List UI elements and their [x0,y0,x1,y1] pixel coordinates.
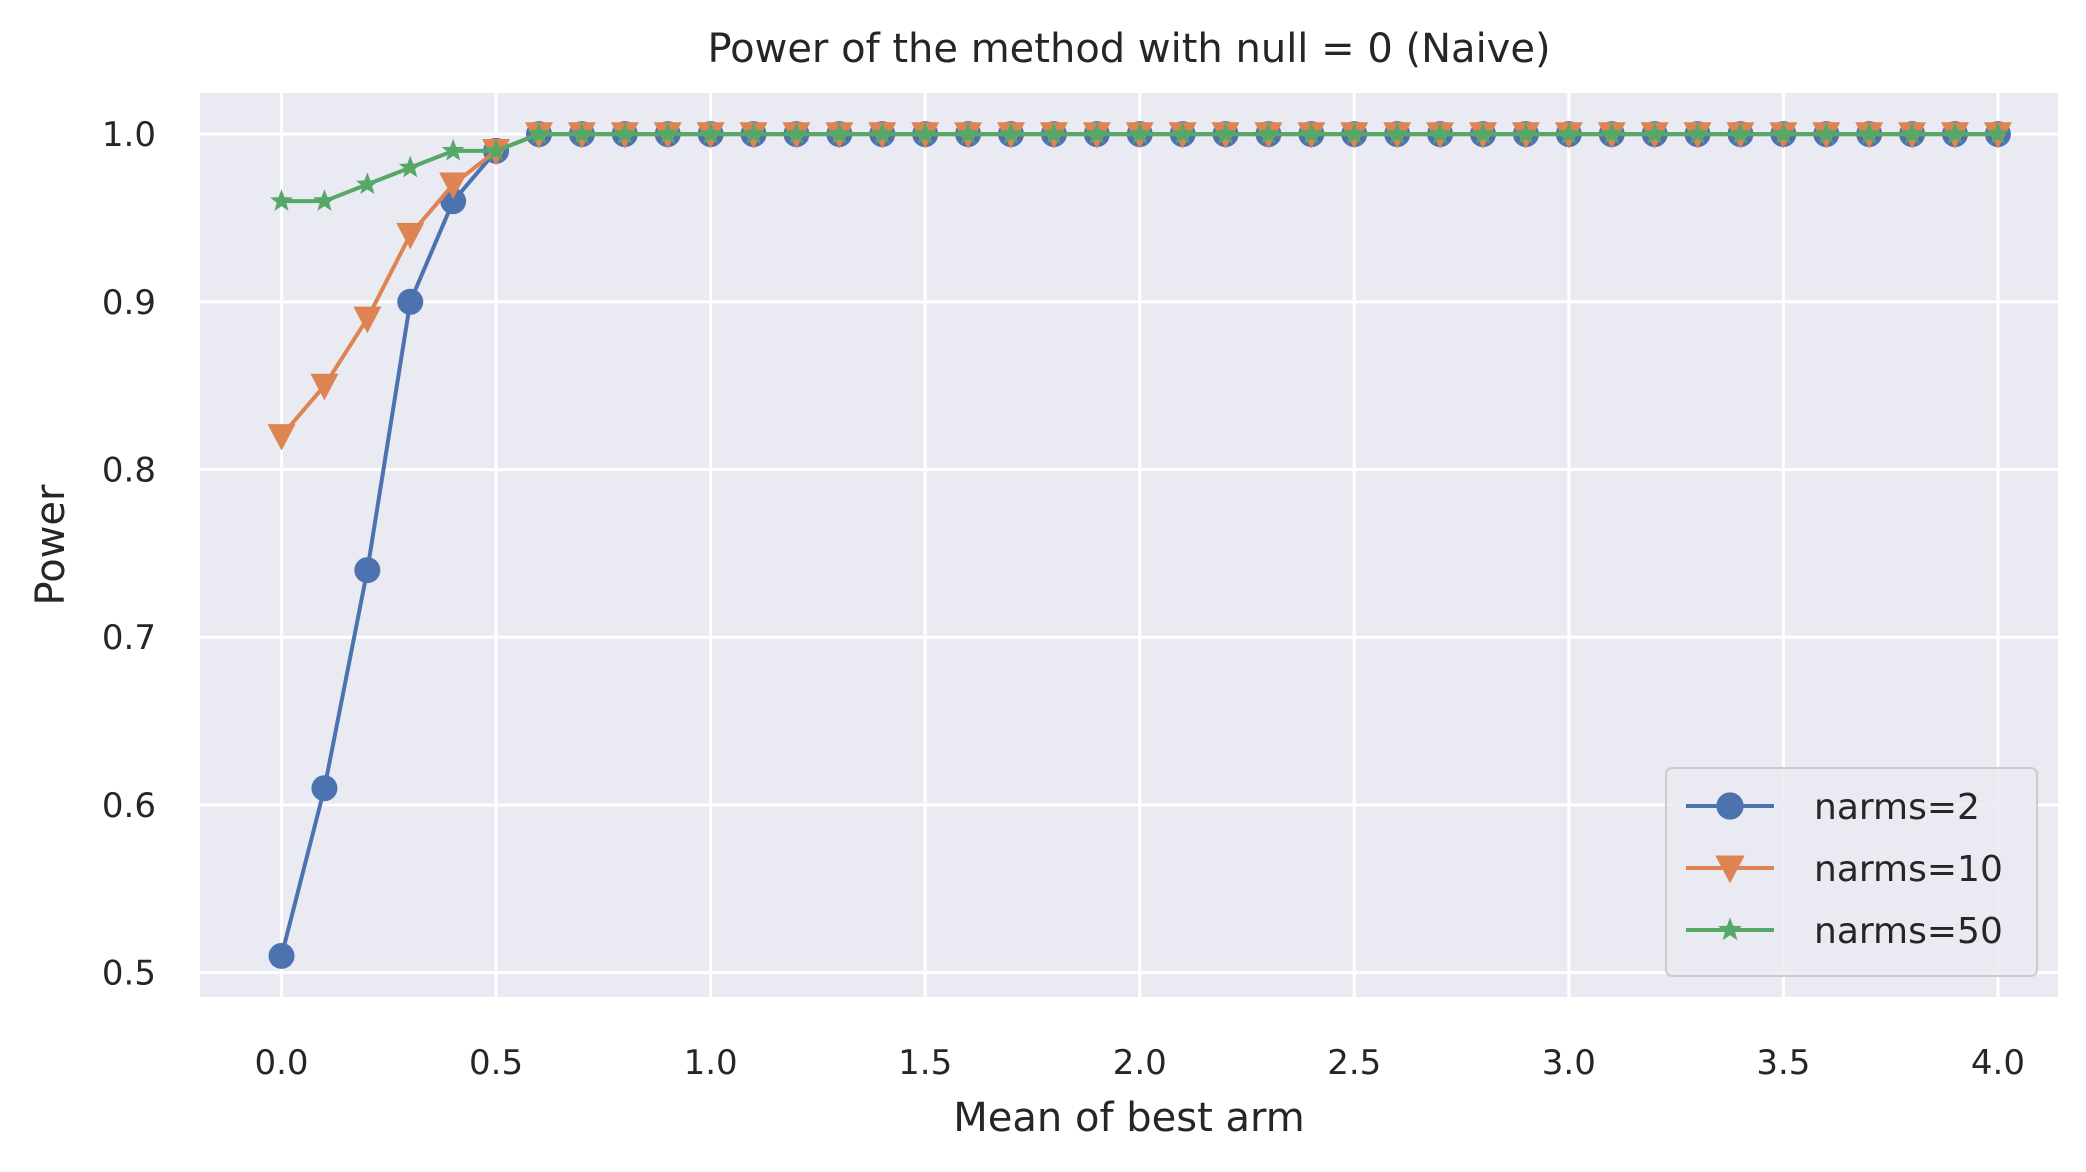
x-tick-label: 2.0 [1113,1043,1167,1083]
y-tick-label: 1.0 [102,115,156,155]
data-point [1771,122,1795,144]
data-point [1385,122,1409,144]
data-point [1900,122,1924,144]
legend-item: narms=50 [1686,911,2003,952]
data-point [1943,122,1967,144]
data-point [1085,122,1109,144]
data-point [656,122,680,144]
data-point [570,122,594,144]
data-point [999,122,1023,144]
data-point [311,775,338,802]
x-tick-label: 0.0 [254,1043,308,1083]
legend-label: narms=10 [1814,849,2003,890]
y-tick-label: 0.8 [102,451,156,491]
legend-item: narms=10 [1686,849,2003,890]
legend-label: narms=2 [1814,787,1980,828]
data-point [355,172,379,195]
x-tick-label: 1.0 [684,1043,738,1083]
y-axis-title: Power [28,484,74,605]
data-point [742,122,765,144]
data-point [1643,122,1667,144]
data-point [397,288,424,315]
data-point [913,122,937,144]
x-tick-label: 0.5 [469,1043,523,1083]
data-point [785,122,808,144]
data-point [1729,122,1752,144]
data-point [699,122,723,144]
data-point [270,189,293,211]
data-point [1128,122,1152,144]
data-point [268,942,295,969]
chart-title: Power of the method with null = 0 (Naive… [707,26,1550,72]
y-tick-label: 0.7 [102,618,156,658]
data-point [956,122,980,144]
data-point [1171,122,1195,144]
data-point [1214,122,1237,144]
data-point [613,122,637,144]
data-point [1257,122,1280,144]
x-tick-label: 2.5 [1327,1043,1381,1083]
data-point [441,138,465,161]
series-layer [267,121,2012,969]
data-point [870,122,894,144]
data-point [267,424,296,451]
data-point [398,155,422,178]
legend-box [1665,767,2038,977]
x-tick-label: 3.0 [1542,1043,1596,1083]
data-point [310,373,339,401]
data-point [354,557,381,584]
x-tick-label: 1.5 [898,1043,952,1083]
legend-marker [1716,792,1744,820]
data-point [1686,122,1709,144]
x-axis-title: Mean of best arm [953,1095,1304,1141]
data-point [1342,122,1366,144]
data-point [1814,122,1838,144]
data-point [1471,122,1495,144]
data-point [353,306,382,334]
data-point [1857,122,1881,144]
y-tick-label: 0.6 [102,786,156,826]
y-tick-label: 0.9 [102,283,156,323]
legend-label: narms=50 [1814,911,2003,952]
data-point [1986,122,2010,144]
y-tick-label: 0.5 [102,954,156,994]
legend-marker [1715,855,1745,884]
data-point [439,172,468,200]
x-tick-label: 3.5 [1756,1043,1810,1083]
legend-marker [1718,917,1742,941]
data-point [1557,122,1581,144]
data-point [527,122,551,144]
data-point [1514,122,1538,144]
series-narms=50 [270,122,2010,211]
y-axis-ticks: 0.5 0.6 0.7 0.8 0.9 1.0 [102,115,156,994]
data-point [484,138,508,161]
data-point [1428,122,1452,144]
data-point [1042,122,1066,144]
x-tick-label: 4.0 [1971,1043,2025,1083]
legend: narms=2 narms=10 narms=50 [1665,767,2038,977]
legend-item: narms=2 [1686,787,1980,828]
data-point [827,122,851,144]
x-axis-ticks: 0.0 0.5 1.0 1.5 2.0 2.5 3.0 3.5 4.0 [254,1043,2024,1083]
data-point [1299,122,1323,144]
data-point [313,189,336,211]
data-point [1600,122,1624,144]
data-point [396,222,425,250]
